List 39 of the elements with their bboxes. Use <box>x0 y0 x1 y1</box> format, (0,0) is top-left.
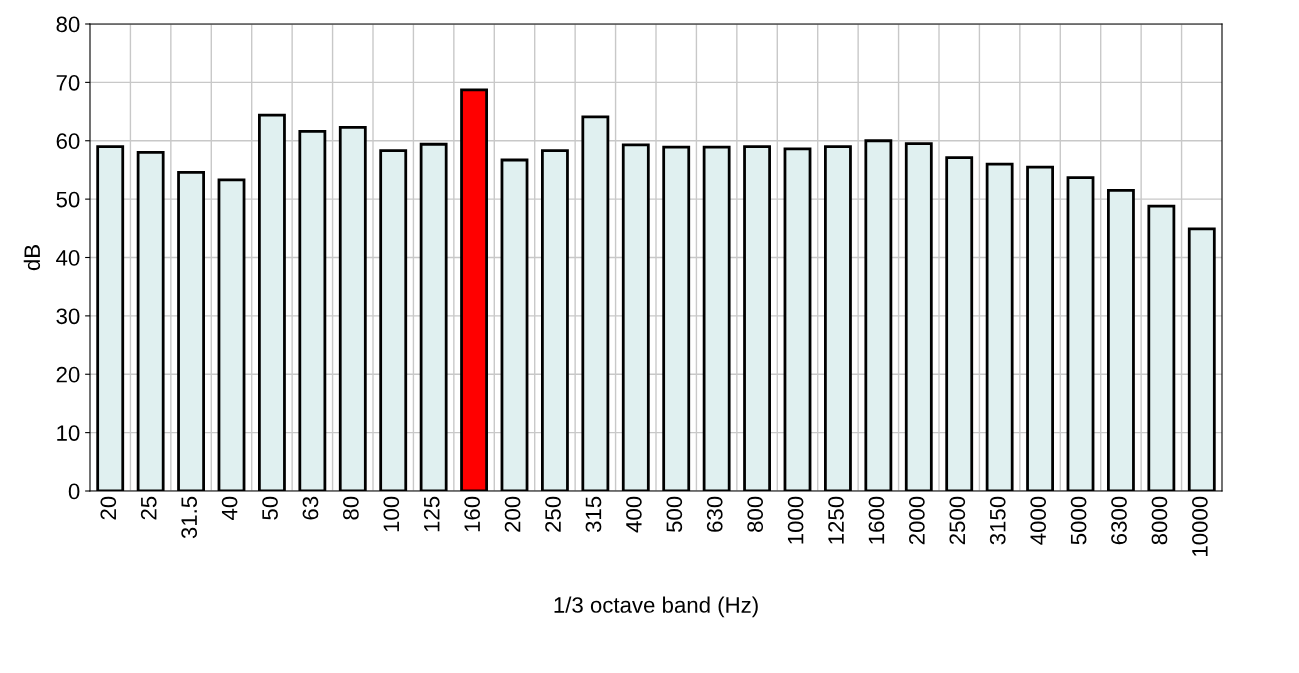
y-tick-label: 0 <box>68 483 80 500</box>
x-tick-label: 40 <box>221 496 238 521</box>
x-tick-label: 630 <box>706 496 723 532</box>
x-tick-label: 800 <box>747 496 764 532</box>
x-tick-label: 2000 <box>909 496 925 545</box>
x-tick-label: 500 <box>666 496 683 533</box>
x-tick-label: 1600 <box>868 496 885 544</box>
y-tick-label: 10 <box>57 425 80 441</box>
x-tick-label: 400 <box>626 496 642 533</box>
y-tick-label: 20 <box>56 366 80 383</box>
y-tick-label: 70 <box>56 74 80 91</box>
y-tick-label: 40 <box>56 250 80 266</box>
x-tick-label: 20 <box>100 496 117 520</box>
x-tick-label: 50 <box>262 496 278 520</box>
y-tick-label: 60 <box>56 133 80 150</box>
x-tick-label: 10000 <box>1192 496 1208 556</box>
x-axis-title: 1/3 octave band (Hz) <box>554 596 758 618</box>
x-tick-label: 31.5 <box>181 496 198 539</box>
x-tick-label: 160 <box>464 496 481 532</box>
y-tick-label: 30 <box>56 308 80 325</box>
x-tick-label: 100 <box>383 496 400 532</box>
y-tick-label: 80 <box>56 16 80 33</box>
x-tick-label: 63 <box>302 496 319 520</box>
x-tick-label: 1000 <box>787 496 804 544</box>
x-tick-label: 80 <box>343 496 359 520</box>
x-tick-label: 25 <box>140 496 157 520</box>
x-tick-label: 6300 <box>1111 496 1127 545</box>
y-axis-title: dB <box>23 245 41 271</box>
x-tick-label: 125 <box>423 496 440 532</box>
x-tick-label: 250 <box>545 496 561 532</box>
y-tick-label: 50 <box>56 191 80 208</box>
x-tick-label: 4000 <box>1030 496 1047 545</box>
x-tick-label: 8000 <box>1151 496 1168 545</box>
x-tick-label: 2500 <box>949 496 966 545</box>
x-tick-label: 315 <box>585 496 602 533</box>
x-tick-label: 1250 <box>828 496 844 544</box>
x-tick-label: 5000 <box>1070 496 1087 545</box>
x-tick-label: 3150 <box>989 496 1006 545</box>
x-tick-label: 200 <box>504 496 521 532</box>
